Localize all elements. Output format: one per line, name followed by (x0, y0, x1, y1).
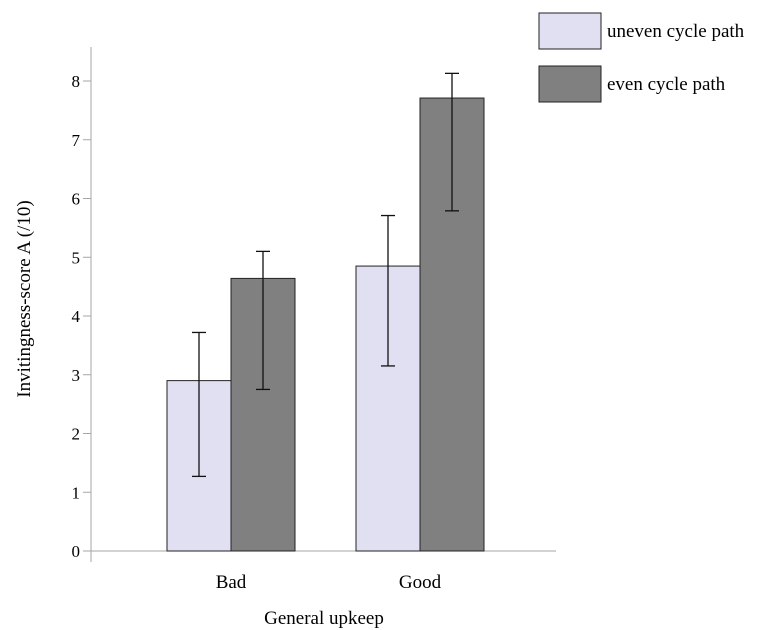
error-bar (381, 214, 395, 367)
legend-label: uneven cycle path (607, 21, 745, 42)
y-tick-label: 8 (72, 72, 81, 91)
x-category-label: Bad (216, 572, 247, 593)
y-tick-label: 7 (72, 131, 81, 150)
y-tick-label: 4 (72, 307, 81, 326)
error-bar (192, 331, 206, 478)
x-axis-ticks: Bad Good (216, 572, 442, 593)
y-tick-label: 5 (72, 248, 81, 267)
legend-swatch (538, 12, 602, 50)
legend-label: even cycle path (607, 74, 726, 95)
x-category-label: Good (399, 572, 442, 593)
legend-swatch (538, 65, 602, 103)
y-tick-label: 0 (72, 542, 81, 561)
chart-axes (90, 47, 556, 562)
x-axis-title: General upkeep (264, 608, 384, 629)
error-bar-group (192, 72, 459, 478)
y-tick-label: 2 (72, 425, 81, 444)
error-bar (445, 72, 459, 212)
y-tick-label: 1 (72, 483, 81, 502)
legend: uneven cycle path even cycle path (538, 12, 745, 103)
error-bar (256, 250, 270, 391)
y-axis-ticks: 0 1 2 3 4 5 6 7 8 (72, 72, 91, 561)
y-axis-title: Invitingness-score A (/10) (14, 200, 35, 397)
y-tick-label: 6 (72, 190, 81, 209)
y-tick-label: 3 (72, 366, 81, 385)
bar-group (166, 97, 485, 552)
